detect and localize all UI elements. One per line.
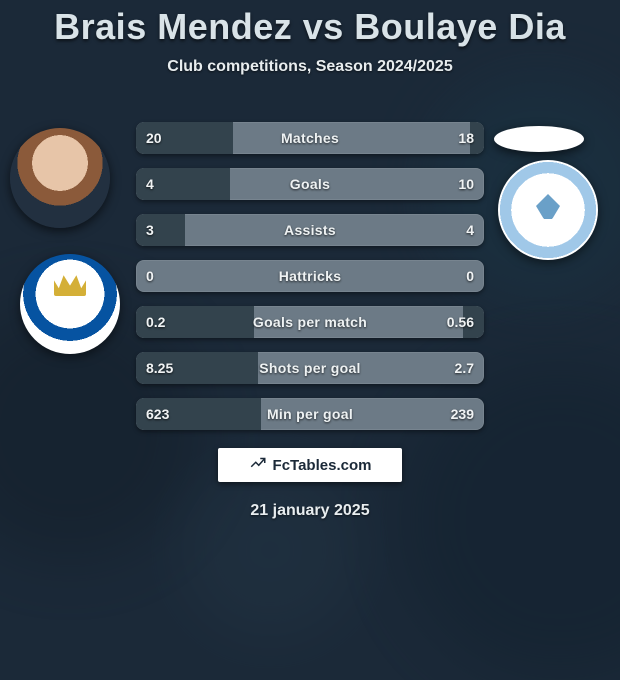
brand-badge[interactable]: FcTables.com <box>218 448 402 482</box>
stat-label: Shots per goal <box>136 352 484 384</box>
stat-label: Goals <box>136 168 484 200</box>
brand-text: FcTables.com <box>273 457 372 474</box>
club-left-crest <box>20 254 120 354</box>
stat-label: Matches <box>136 122 484 154</box>
stat-label: Min per goal <box>136 398 484 430</box>
stat-label: Assists <box>136 214 484 246</box>
player-right-avatar <box>494 126 584 152</box>
page-subtitle: Club competitions, Season 2024/2025 <box>0 58 620 76</box>
stat-label: Goals per match <box>136 306 484 338</box>
stat-bar: 410Goals <box>136 168 484 200</box>
page-title: Brais Mendez vs Boulaye Dia <box>0 0 620 48</box>
brand-icon <box>249 454 267 476</box>
stat-bar: 34Assists <box>136 214 484 246</box>
stat-label: Hattricks <box>136 260 484 292</box>
stat-bar: 2018Matches <box>136 122 484 154</box>
stat-bar: 623239Min per goal <box>136 398 484 430</box>
stat-bar: 00Hattricks <box>136 260 484 292</box>
player-left-avatar <box>10 128 110 228</box>
stat-bars: 2018Matches 410Goals 34Assists 00Hattricks 0… <box>136 122 484 430</box>
bg-blob <box>180 460 360 640</box>
stat-bar: 0.20.56Goals per match <box>136 306 484 338</box>
club-right-crest <box>498 160 598 260</box>
footer-date: 21 january 2025 <box>0 502 620 520</box>
stat-bar: 8.252.7Shots per goal <box>136 352 484 384</box>
